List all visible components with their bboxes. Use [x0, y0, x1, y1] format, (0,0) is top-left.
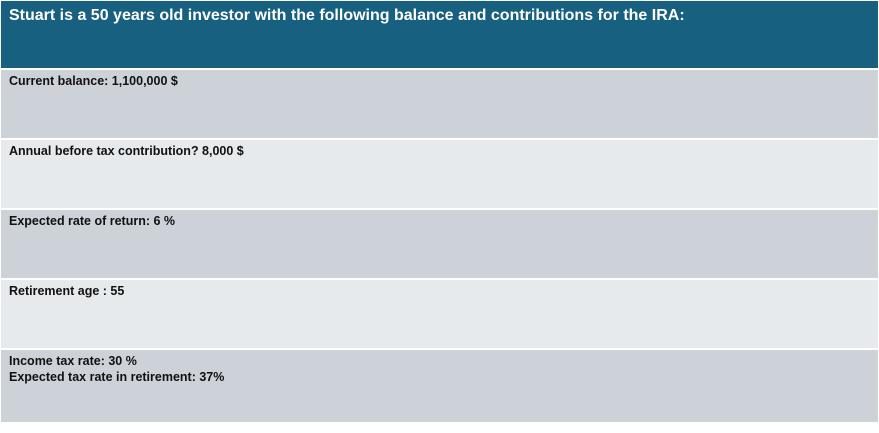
table-row-retirement-age: Retirement age : 55 [1, 280, 878, 350]
table-row-current-balance: Current balance: 1,100,000 $ [1, 70, 878, 140]
annual-contribution-text: Annual before tax contribution? 8,000 $ [9, 144, 244, 158]
income-tax-rate-text: Income tax rate: 30 % [9, 354, 137, 368]
current-balance-text: Current balance: 1,100,000 $ [9, 74, 178, 88]
table-header: Stuart is a 50 years old investor with t… [1, 1, 878, 70]
retirement-tax-rate-text: Expected tax rate in retirement: 37% [9, 370, 225, 384]
expected-return-text: Expected rate of return: 6 % [9, 214, 176, 228]
table-row-expected-return: Expected rate of return: 6 % [1, 210, 878, 280]
table-row-annual-contribution: Annual before tax contribution? 8,000 $ [1, 140, 878, 210]
retirement-age-text: Retirement age : 55 [9, 284, 125, 298]
header-title: Stuart is a 50 years old investor with t… [9, 7, 685, 24]
table-row-tax-rates: Income tax rate: 30 % Expected tax rate … [1, 350, 878, 422]
